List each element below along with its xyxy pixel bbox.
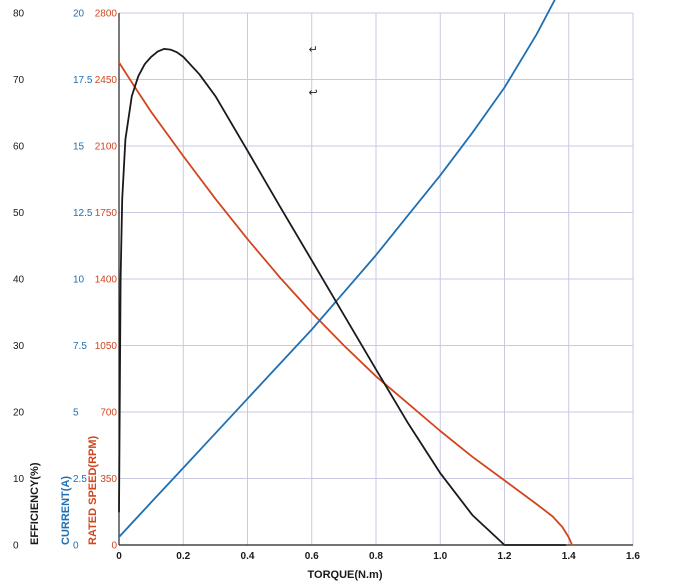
y-tick-label: 0: [13, 541, 19, 552]
x-tick-label: 0.6: [305, 551, 319, 562]
series-line: [118, 61, 573, 546]
y-tick-label: 15: [73, 142, 85, 153]
y-tick-label: 0: [111, 541, 117, 552]
y-tick-labels: 0 10 20 30 40 50 60 70 80 0 2.5 5 7.5 10 12.5 15 17.5 20 0…: [13, 9, 117, 552]
y-tick-label: 70: [13, 75, 25, 86]
x-tick-label: 0: [116, 551, 122, 562]
y-tick-label: 50: [13, 208, 25, 219]
x-tick-label: 1.2: [498, 551, 512, 562]
y-tick-label: 10: [73, 275, 85, 286]
y-tick-label: 1750: [95, 208, 118, 219]
y-tick-label: 60: [13, 142, 25, 153]
y-tick-label: 17.5: [73, 75, 93, 86]
current-axis-title: CURRENT(A): [60, 476, 72, 545]
x-tick-label: 1.0: [433, 551, 447, 562]
annotation-glyph: ↩: [309, 86, 318, 99]
y-tick-label: 700: [100, 408, 117, 419]
y-tick-label: 10: [13, 474, 25, 485]
x-tick-label: 0.8: [369, 551, 383, 562]
x-tick-label: 1.4: [562, 551, 576, 562]
y-tick-label: 20: [13, 408, 25, 419]
x-tick-label: 1.6: [626, 551, 640, 562]
chart-grid: [118, 12, 634, 546]
y-tick-label: 1050: [95, 341, 118, 352]
y-tick-label: 2100: [95, 142, 118, 153]
y-tick-label: 0: [73, 541, 79, 552]
y-tick-label: 12.5: [73, 208, 93, 219]
chart-annotations: ↵↩: [309, 43, 318, 99]
y-tick-label: 1400: [95, 275, 118, 286]
y-tick-label: 40: [13, 275, 25, 286]
series-line: [118, 0, 556, 538]
annotation-glyph: ↵: [309, 43, 318, 56]
x-tick-label: 0.2: [176, 551, 190, 562]
speed-axis-title: RATED SPEED(RPM): [87, 435, 99, 545]
y-tick-label: 20: [73, 9, 85, 20]
x-tick-label: 0.4: [241, 551, 255, 562]
x-tick-labels: 0 0.2 0.4 0.6 0.8 1.0 1.2 1.4 1.6: [116, 551, 640, 562]
y-tick-label: 2800: [95, 9, 118, 20]
y-tick-label: 7.5: [73, 341, 87, 352]
x-axis-title: TORQUE(N.m): [308, 569, 383, 581]
y-tick-label: 5: [73, 408, 79, 419]
y-tick-label: 30: [13, 341, 25, 352]
y-tick-label: 350: [100, 474, 117, 485]
y-tick-label: 2450: [95, 75, 118, 86]
chart-series: [118, 0, 573, 546]
y-tick-label: 80: [13, 9, 25, 20]
series-line: [118, 48, 567, 546]
y-tick-label: 2.5: [73, 474, 87, 485]
efficiency-axis-title: EFFICIENCY(%): [29, 462, 41, 545]
